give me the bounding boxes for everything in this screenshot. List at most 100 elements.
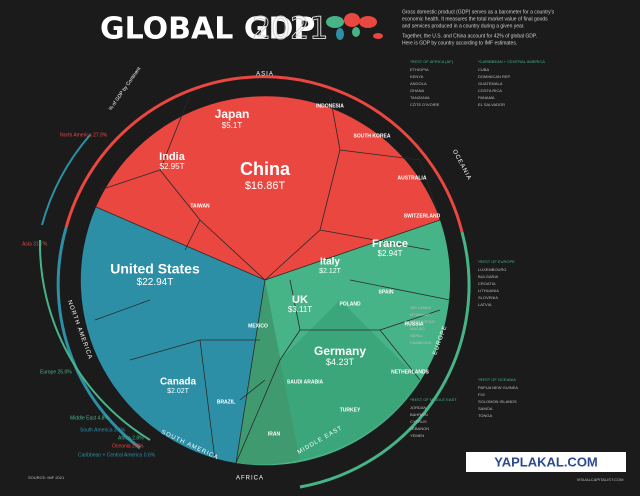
- country-name: Italy: [320, 257, 340, 268]
- country-gdp: $2.95T: [160, 162, 185, 171]
- list-item: BAHRAIN: [410, 412, 428, 417]
- list-item: ETHIOPIA: [410, 67, 429, 72]
- list-item: CAMBODIA: [410, 340, 432, 345]
- country-small: RUSSIA: [405, 321, 424, 327]
- list-item: ANGOLA: [410, 81, 427, 86]
- country-small: SOUTH KOREA: [354, 133, 391, 139]
- country-small: SAUDI ARABIA: [287, 379, 324, 385]
- brand: VISUALCAPITALIST.COM: [577, 477, 624, 482]
- country-small: NETHERLANDS: [391, 369, 429, 375]
- country-small: INDONESIA: [316, 103, 344, 109]
- list-item: LUXEMBOURG: [478, 267, 506, 272]
- country-name: Germany: [314, 344, 366, 358]
- list-item: SAMOA: [478, 406, 493, 411]
- list-item: SLOVENIA: [478, 295, 498, 300]
- region-label: AFRICA: [236, 476, 264, 482]
- list-item: COSTA RICA: [478, 88, 502, 93]
- country-gdp: $3.11T: [288, 305, 312, 314]
- list-item: DOMINICAN REP.: [478, 74, 511, 79]
- list-item: GHANA: [410, 88, 425, 93]
- country-small: POLAND: [339, 301, 361, 307]
- voronoi-circle: [80, 94, 451, 466]
- list-title: *REST OF AFRICA (AF): [410, 59, 454, 64]
- list-item: EL SALVADOR: [478, 102, 505, 107]
- watermark-box: [466, 452, 626, 472]
- country-gdp: $2.94T: [378, 249, 403, 258]
- country-small: IRAN: [268, 431, 281, 437]
- country-name: France: [372, 238, 408, 250]
- list-title: *CARIBBEAN + CENTRAL AMERICA: [478, 59, 545, 64]
- ring-label: Caribbean + Central America 0.6%: [78, 452, 156, 458]
- list-title: *REST OF ASIA: [410, 297, 439, 302]
- country-gdp: $5.1T: [222, 121, 243, 130]
- list-item: MACAO: [410, 326, 425, 331]
- country-gdp: $22.94T: [137, 277, 174, 288]
- list-item: PAPUA NEW GUINEA: [478, 385, 518, 390]
- country-small: SWITZERLAND: [404, 213, 441, 219]
- ring-label: Middle East 4.8%: [70, 415, 109, 421]
- intro-text: Gross domestic product (GDP) serves as a…: [402, 9, 555, 15]
- list-item: TONGA: [478, 413, 492, 418]
- ring-label: Europe 25.0%: [40, 369, 72, 375]
- country-gdp: $2.02T: [167, 388, 190, 395]
- list-item: YEMEN: [410, 433, 424, 438]
- side-lists: *REST OF AFRICA (AF) ETHIOPIA KENYA ANGOLA G…: [410, 59, 545, 438]
- list-item: KENYA: [410, 74, 424, 79]
- list-item: PANAMA: [478, 95, 495, 100]
- list-item: CÔTE D'IVOIRE: [410, 102, 440, 107]
- region-label: ASIA: [256, 72, 274, 78]
- list-item: CROATIA: [478, 281, 496, 286]
- list-item: LEBANON: [410, 426, 429, 431]
- country-gdp: $2.12T: [319, 268, 342, 275]
- country-small: MEXICO: [248, 323, 268, 329]
- source: SOURCE: IMF 2021: [28, 475, 65, 480]
- list-item: GUATEMALA: [478, 81, 503, 86]
- country-gdp: $4.23T: [326, 357, 355, 367]
- ring-label: South America 3.4%: [80, 427, 126, 433]
- intro-text: economic health. It measures the total m…: [402, 16, 548, 22]
- world-map-icon: [326, 13, 383, 40]
- country-small: TAIWAN: [190, 203, 210, 209]
- continent-ring: [38, 75, 471, 489]
- country-name: India: [159, 151, 186, 163]
- list-item: SOLOMON ISLANDS: [478, 399, 517, 404]
- country-name: Japan: [215, 107, 250, 121]
- country-name: China: [240, 159, 291, 179]
- list-title: *REST OF EUROPE: [478, 259, 515, 264]
- list-item: JORDAN: [410, 405, 427, 410]
- list-item: LATVIA: [478, 302, 492, 307]
- asia-region: [96, 96, 440, 281]
- ring-label: Asia 31.7%: [22, 241, 48, 247]
- list-item: UZBEKISTAN: [410, 319, 435, 324]
- list-item: CYPRUS: [410, 419, 427, 424]
- country-small: TURKEY: [340, 407, 361, 413]
- country-name: Canada: [160, 377, 197, 388]
- title-year: 2021: [252, 12, 328, 47]
- country-gdp: $16.86T: [245, 180, 286, 192]
- intro-text: Here is GDP by country according to IMF …: [402, 40, 517, 46]
- intro-text: Together, the U.S. and China account for…: [402, 33, 537, 39]
- country-small: BRAZIL: [217, 399, 235, 405]
- list-item: TANZANIA: [410, 95, 430, 100]
- country-name: UK: [292, 294, 308, 306]
- middle-east-region: [280, 300, 420, 460]
- country-small: AUSTRALIA: [398, 175, 427, 181]
- ring-label: Africa 2.8%: [118, 435, 144, 441]
- intro-text: and services produced in a country durin…: [402, 23, 525, 29]
- list-item: LITHUANIA: [478, 288, 499, 293]
- watermark: YAPLAKAL.COM: [494, 454, 598, 469]
- list-item: SRI LANKA: [410, 305, 431, 310]
- list-item: NEPAL: [410, 333, 424, 338]
- list-item: BULGARIA: [478, 274, 499, 279]
- africa-region: [236, 280, 300, 465]
- list-item: CUBA: [478, 67, 489, 72]
- americas-region: [80, 207, 266, 463]
- list-title: *REST OF OCEANIA: [478, 377, 516, 382]
- list-item: FIJI: [478, 392, 485, 397]
- list-item: MYANMAR: [410, 312, 430, 317]
- country-name: United States: [110, 261, 200, 277]
- ring-label: Oceania 2.0%: [112, 443, 144, 449]
- country-small: SPAIN: [379, 289, 394, 295]
- title: GLOBAL GDP: [100, 12, 315, 47]
